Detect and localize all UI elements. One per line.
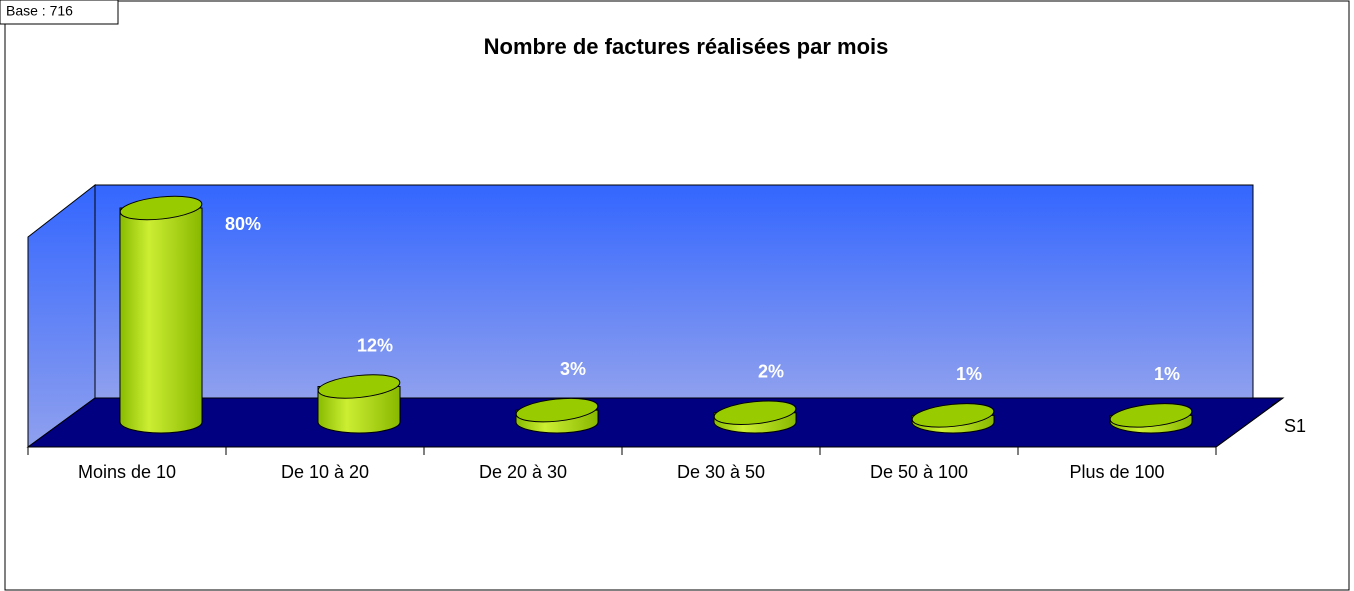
- bar-top: [1109, 403, 1193, 428]
- bar-top: [515, 397, 599, 423]
- data-label: 2%: [758, 362, 784, 382]
- chart-title: Nombre de factures réalisées par mois: [484, 34, 889, 59]
- data-label: 1%: [956, 364, 982, 384]
- x-tick-label: De 50 à 100: [870, 462, 968, 482]
- x-tick-label: De 20 à 30: [479, 462, 567, 482]
- series-label: S1: [1284, 416, 1306, 436]
- data-label: 1%: [1154, 364, 1180, 384]
- x-tick-label: Moins de 10: [78, 462, 176, 482]
- back-wall: [94, 184, 1254, 399]
- x-tick-label: De 30 à 50: [677, 462, 765, 482]
- x-tick-label: Plus de 100: [1069, 462, 1164, 482]
- floor: [26, 397, 1285, 448]
- bar-top: [911, 403, 995, 428]
- annotation-box: [0, 0, 119, 25]
- x-tick-label: De 10 à 20: [281, 462, 369, 482]
- data-label: 12%: [357, 335, 393, 355]
- data-label: 3%: [560, 359, 586, 379]
- data-label: 80%: [225, 214, 261, 234]
- depth-tick: [1271, 397, 1284, 406]
- bar-top: [713, 400, 797, 425]
- bar-top: [119, 195, 203, 221]
- annotation: Base : 716: [6, 3, 73, 19]
- bar-top: [317, 374, 401, 399]
- depth-axis: [1215, 397, 1284, 448]
- bar: [119, 207, 203, 434]
